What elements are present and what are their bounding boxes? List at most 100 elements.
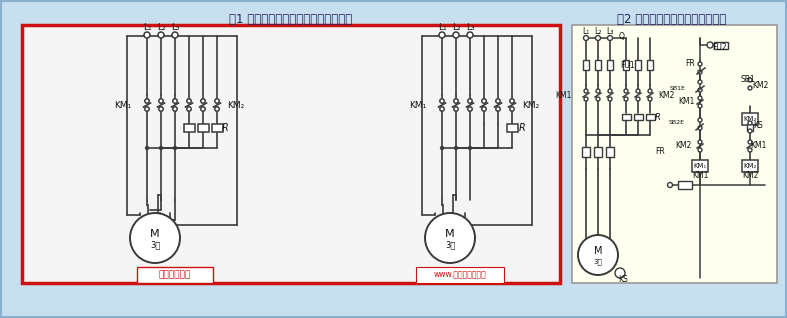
- Bar: [198, 124, 209, 132]
- Bar: [635, 60, 641, 70]
- Circle shape: [584, 97, 588, 101]
- Circle shape: [454, 107, 458, 111]
- Circle shape: [698, 80, 702, 84]
- Bar: [692, 160, 708, 172]
- Text: KM₁: KM₁: [693, 163, 707, 169]
- Circle shape: [158, 32, 164, 38]
- Circle shape: [468, 146, 471, 150]
- Text: KM₁: KM₁: [114, 100, 131, 109]
- Circle shape: [583, 36, 589, 40]
- Text: KM₂: KM₂: [743, 116, 756, 122]
- Bar: [22, 25, 560, 283]
- Text: KM1: KM1: [692, 170, 708, 179]
- Circle shape: [159, 146, 163, 150]
- Text: L₃: L₃: [171, 23, 179, 31]
- Circle shape: [596, 36, 600, 40]
- Circle shape: [667, 183, 673, 188]
- Circle shape: [608, 89, 612, 93]
- Circle shape: [748, 129, 752, 133]
- Bar: [742, 160, 758, 172]
- Circle shape: [215, 99, 220, 103]
- Text: KM2: KM2: [675, 142, 692, 150]
- Circle shape: [624, 97, 628, 101]
- Circle shape: [624, 89, 628, 93]
- Circle shape: [698, 118, 702, 122]
- Circle shape: [596, 89, 600, 93]
- Circle shape: [608, 36, 612, 40]
- Circle shape: [698, 62, 702, 66]
- Text: KM1: KM1: [750, 142, 767, 150]
- Circle shape: [698, 104, 702, 108]
- Circle shape: [454, 146, 458, 150]
- Text: KS: KS: [618, 275, 628, 285]
- Bar: [606, 147, 614, 157]
- Text: KM2: KM2: [752, 80, 768, 89]
- Circle shape: [748, 148, 752, 152]
- Bar: [742, 113, 758, 125]
- Text: SB1E: SB1E: [669, 86, 685, 91]
- Circle shape: [648, 97, 652, 101]
- Bar: [594, 147, 602, 157]
- Circle shape: [453, 32, 459, 38]
- Circle shape: [144, 32, 150, 38]
- Circle shape: [173, 99, 177, 103]
- Circle shape: [159, 99, 163, 103]
- Bar: [212, 124, 223, 132]
- Text: KM₂: KM₂: [227, 100, 244, 109]
- Circle shape: [145, 146, 149, 150]
- Circle shape: [173, 146, 177, 150]
- Text: 3～: 3～: [445, 240, 455, 250]
- Circle shape: [615, 268, 625, 278]
- Text: R: R: [655, 113, 661, 121]
- Text: 图1 三相异步电动机反接制动电阻接法: 图1 三相异步电动机反接制动电阻接法: [229, 13, 353, 26]
- Text: 3～: 3～: [150, 240, 161, 250]
- Text: KM2: KM2: [658, 91, 674, 100]
- Text: FU1: FU1: [621, 60, 635, 70]
- Bar: [714, 42, 728, 49]
- Circle shape: [578, 235, 618, 275]
- Circle shape: [510, 107, 514, 111]
- Text: www.不对称电阻接法: www.不对称电阻接法: [434, 271, 486, 280]
- Text: L₃: L₃: [606, 26, 614, 36]
- Circle shape: [439, 32, 445, 38]
- Text: L₁: L₁: [142, 23, 151, 31]
- Text: M: M: [445, 229, 455, 239]
- Text: Q: Q: [619, 31, 625, 40]
- Circle shape: [215, 107, 220, 111]
- Text: KM1: KM1: [678, 96, 695, 106]
- Circle shape: [467, 107, 472, 111]
- Circle shape: [698, 96, 702, 100]
- Text: KS: KS: [753, 121, 763, 130]
- Text: R: R: [519, 123, 526, 133]
- Circle shape: [496, 99, 501, 103]
- Circle shape: [467, 99, 472, 103]
- Text: M: M: [150, 229, 160, 239]
- Bar: [572, 25, 777, 283]
- Circle shape: [698, 140, 702, 144]
- Text: L₃: L₃: [466, 23, 475, 31]
- Circle shape: [510, 99, 514, 103]
- Bar: [645, 114, 655, 120]
- Circle shape: [596, 97, 600, 101]
- Circle shape: [201, 107, 205, 111]
- Circle shape: [648, 89, 652, 93]
- Bar: [634, 114, 642, 120]
- Circle shape: [440, 99, 444, 103]
- Bar: [678, 181, 692, 189]
- Bar: [623, 60, 629, 70]
- Text: L₂: L₂: [594, 26, 602, 36]
- Circle shape: [698, 126, 702, 130]
- Circle shape: [130, 213, 180, 263]
- Text: FR: FR: [655, 148, 665, 156]
- Circle shape: [748, 86, 752, 90]
- Bar: [507, 124, 518, 132]
- Circle shape: [584, 89, 588, 93]
- Circle shape: [698, 88, 702, 92]
- Circle shape: [748, 121, 752, 125]
- Text: R: R: [222, 123, 228, 133]
- Text: L₁: L₁: [438, 23, 446, 31]
- Circle shape: [454, 99, 458, 103]
- Circle shape: [187, 107, 191, 111]
- Circle shape: [425, 213, 475, 263]
- Text: 3～: 3～: [593, 259, 602, 265]
